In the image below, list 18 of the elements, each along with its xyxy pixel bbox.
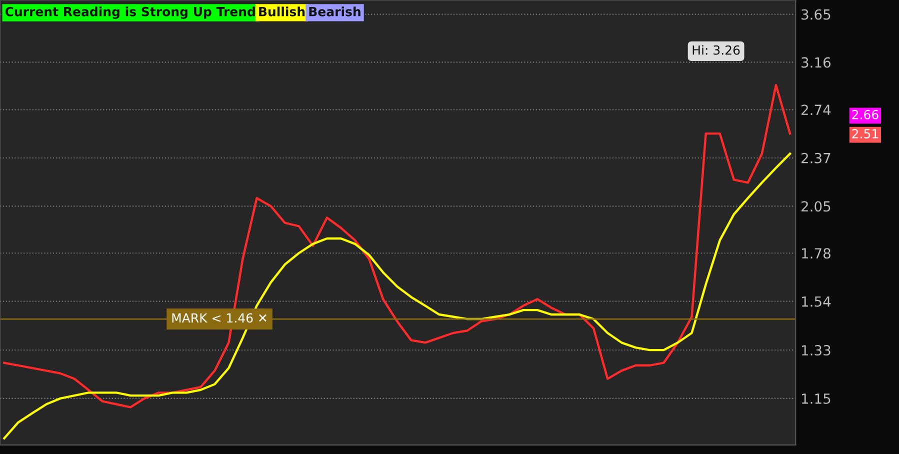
- y-tick-label: 1.15: [802, 394, 830, 404]
- y-tick-label: 3.16: [802, 57, 831, 68]
- ref-line-label: MARK < 1.46 ✕: [172, 313, 266, 323]
- line-series: [3, 152, 792, 440]
- y-tick-label: 1.54: [802, 296, 831, 307]
- annotation: Bearish: [309, 6, 360, 16]
- annotation: Hi: 3.26: [692, 45, 740, 55]
- y-tick-label: 2.74: [801, 104, 831, 115]
- annotation: Current Reading is Strong Up Trend: [5, 6, 255, 19]
- text: 2.51: [852, 128, 878, 138]
- y-tick-label: 2.05: [801, 201, 830, 212]
- y-tick-label: 3.65: [802, 9, 830, 20]
- y-tick-label: 1.78: [802, 248, 830, 259]
- annotation: Bullish: [259, 6, 305, 16]
- text: 2.66: [852, 110, 878, 120]
- y-tick-label: 2.37: [801, 152, 830, 164]
- line-series: [3, 84, 792, 408]
- y-tick-label: 1.33: [802, 345, 830, 356]
